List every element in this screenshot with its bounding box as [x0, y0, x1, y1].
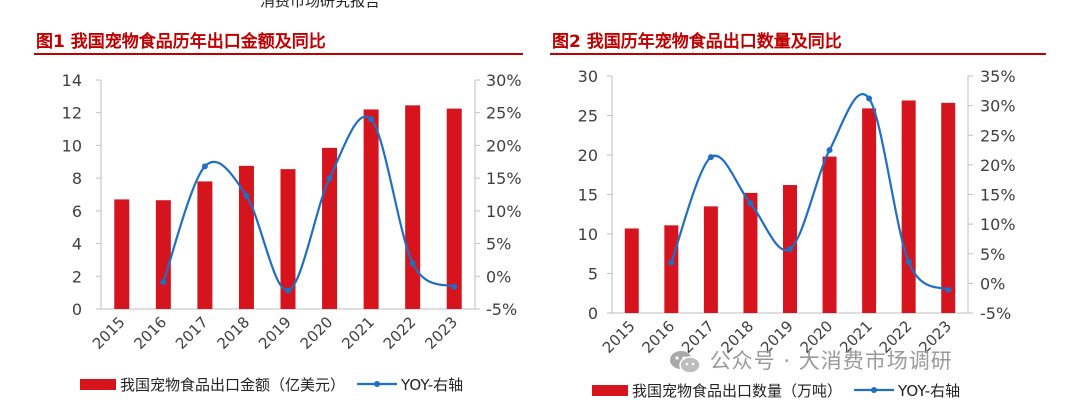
left-tick-label: 12	[62, 104, 82, 123]
yoy-point	[905, 259, 912, 266]
yoy-point	[668, 259, 675, 266]
yoy-point	[826, 147, 833, 154]
left-tick-label: 14	[62, 71, 82, 90]
legend-bar-label: 我国宠物食品出口金额（亿美元）	[120, 376, 345, 394]
yoy-point	[707, 154, 714, 161]
yoy-point	[243, 192, 250, 199]
wechat-icon	[670, 351, 701, 374]
right-tick-label: 0%	[980, 274, 1005, 293]
right-tick-label: 5%	[980, 245, 1005, 264]
bar	[901, 100, 916, 314]
figure2-title-rule	[550, 53, 1046, 55]
right-tick-label: 35%	[980, 67, 1016, 86]
bar	[155, 200, 171, 309]
right-tick-label: 25%	[980, 126, 1016, 145]
right-tick-label: 20%	[486, 136, 522, 155]
yoy-point	[201, 163, 208, 170]
bar	[703, 206, 718, 313]
yoy-point	[368, 116, 375, 123]
bar	[941, 102, 956, 313]
right-tick-label: 15%	[980, 186, 1016, 205]
bar	[822, 156, 837, 313]
bar	[446, 108, 462, 309]
legend-line-label: YOY-右轴	[400, 376, 463, 394]
left-tick-label: 0	[72, 300, 82, 319]
bar	[624, 228, 639, 313]
watermark: 公众号 · 大消费市场调研	[668, 345, 953, 375]
yoy-point	[409, 260, 416, 267]
category-label: 2015	[599, 317, 639, 357]
right-tick-label: 0%	[486, 267, 511, 286]
left-tick-label: 25	[578, 107, 598, 126]
bar	[862, 108, 877, 313]
figure1-title: 图1 我国宠物食品历年出口金额及同比	[36, 32, 326, 52]
bar	[664, 225, 679, 313]
left-tick-label: 30	[578, 67, 598, 86]
left-tick-label: 2	[72, 267, 82, 286]
yoy-point	[945, 286, 952, 293]
right-tick-label: 20%	[980, 156, 1016, 175]
yoy-point	[285, 287, 291, 294]
right-tick-label: 10%	[980, 215, 1016, 234]
figure2-title: 图2 我国历年宠物食品出口数量及同比	[552, 32, 842, 52]
left-tick-label: 0	[588, 304, 598, 323]
bar	[363, 109, 379, 309]
legend-bar-swatch	[592, 385, 628, 396]
right-tick-label: 30%	[486, 71, 522, 90]
yoy-point	[451, 283, 458, 290]
bar	[280, 169, 296, 309]
left-tick-label: 6	[72, 202, 82, 221]
right-tick-label: 5%	[486, 235, 511, 254]
bar	[197, 181, 213, 309]
yoy-point	[326, 175, 333, 182]
right-tick-label: 30%	[980, 97, 1016, 116]
left-tick-label: 10	[578, 225, 598, 244]
right-tick-label: 10%	[486, 202, 522, 221]
bar	[114, 199, 130, 309]
right-tick-label: -5%	[980, 304, 1011, 323]
left-tick-label: 15	[578, 186, 598, 205]
cropped-header-text: 消费市场研究报告	[0, 0, 1080, 8]
yoy-point	[787, 246, 793, 253]
yoy-point	[866, 95, 873, 102]
left-tick-label: 5	[588, 265, 598, 284]
bar	[743, 192, 758, 313]
yoy-point	[160, 279, 167, 286]
left-tick-label: 10	[62, 136, 82, 155]
right-tick-label: -5%	[486, 300, 517, 319]
legend-line-marker	[871, 387, 878, 393]
left-tick-label: 4	[72, 235, 82, 254]
legend-bar-swatch	[80, 379, 116, 390]
left-tick-label: 20	[578, 146, 598, 165]
right-tick-label: 25%	[486, 104, 522, 123]
right-tick-label: 15%	[486, 169, 522, 188]
legend-line-marker	[374, 381, 381, 387]
left-tick-label: 8	[72, 169, 82, 188]
legend-line-label: YOY-右轴	[897, 382, 960, 400]
bar	[405, 105, 421, 309]
yoy-point	[747, 200, 754, 207]
figure1-title-rule	[34, 53, 523, 55]
legend-bar-label: 我国宠物食品出口数量（万吨）	[632, 382, 842, 400]
